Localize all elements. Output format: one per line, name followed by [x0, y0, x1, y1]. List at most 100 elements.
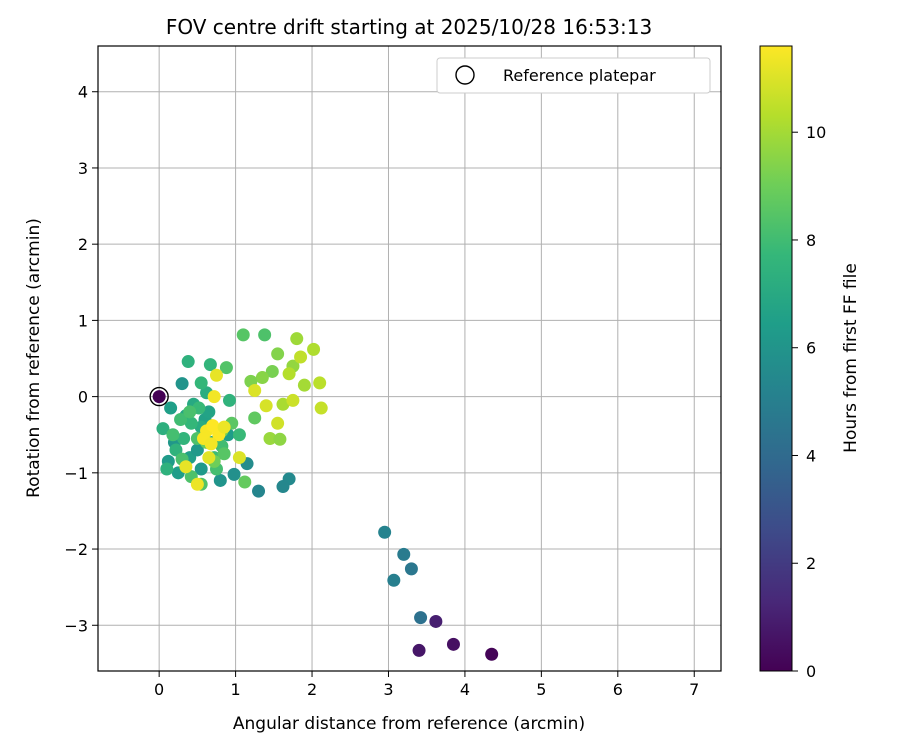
data-points	[156, 328, 499, 661]
data-point	[175, 377, 189, 391]
data-point	[273, 432, 287, 446]
data-point	[412, 643, 426, 657]
data-point	[209, 368, 223, 382]
data-point	[282, 367, 296, 381]
x-tick-label: 6	[613, 680, 623, 699]
y-tick-label: −2	[64, 540, 88, 559]
x-tick-label: 2	[307, 680, 317, 699]
data-point	[219, 361, 233, 375]
data-point	[194, 376, 208, 390]
colorbar-label: Hours from first FF file	[841, 263, 861, 453]
data-point	[217, 420, 231, 434]
data-point	[190, 477, 204, 491]
data-point	[164, 401, 178, 415]
data-point	[259, 399, 273, 413]
colorbar-tick-label: 0	[806, 662, 816, 681]
y-axis-ticks: −3 −2 −1 0 1 2 3 4	[64, 83, 98, 635]
legend-box	[436, 57, 711, 94]
data-point	[202, 451, 216, 465]
data-point	[307, 342, 321, 356]
colorbar-tick-label: 2	[806, 554, 816, 573]
data-point	[286, 393, 300, 407]
legend-reference-marker-icon	[455, 65, 475, 85]
data-point	[166, 428, 180, 442]
data-point	[238, 475, 252, 489]
colorbar-tick-label: 4	[806, 446, 816, 465]
data-point	[190, 443, 204, 457]
data-point	[485, 647, 499, 661]
y-tick-label: 2	[78, 235, 88, 254]
data-point	[222, 393, 236, 407]
data-point	[203, 358, 217, 372]
data-point	[236, 328, 250, 342]
data-point	[446, 637, 460, 651]
legend-entry-reference: Reference platepar	[503, 66, 656, 85]
data-point	[227, 467, 241, 481]
data-point	[276, 480, 290, 494]
reference-marker	[149, 386, 169, 407]
x-axis-label: Angular distance from reference (arcmin)	[233, 714, 585, 734]
colorbar-tick-label: 10	[806, 123, 826, 142]
data-point	[206, 419, 220, 433]
data-point	[314, 401, 328, 415]
x-tick-label: 1	[231, 680, 241, 699]
data-point	[265, 364, 279, 378]
data-point	[207, 390, 221, 404]
data-point	[156, 422, 170, 436]
data-point	[255, 371, 269, 385]
colorbar-gradient	[759, 45, 793, 672]
colorbar-ticks: 0 2 4 6 8 10	[792, 123, 826, 681]
y-tick-label: 1	[78, 311, 88, 330]
data-point	[248, 384, 262, 398]
y-tick-label: −3	[64, 616, 88, 635]
colorbar: 0 2 4 6 8 10 Hours from first FF file	[759, 45, 861, 681]
data-point	[258, 328, 272, 342]
data-point	[271, 347, 285, 361]
data-point	[160, 462, 174, 476]
y-tick-label: 3	[78, 159, 88, 178]
reference-ring	[149, 386, 169, 407]
data-point	[276, 397, 290, 411]
x-tick-label: 3	[383, 680, 393, 699]
data-point	[184, 416, 198, 430]
x-tick-label: 5	[536, 680, 546, 699]
data-point	[177, 432, 191, 446]
data-point	[414, 611, 428, 625]
data-point	[313, 376, 327, 390]
data-point	[181, 355, 195, 369]
data-point	[183, 405, 197, 419]
data-point	[387, 573, 401, 587]
data-point	[194, 462, 208, 476]
data-point	[404, 562, 418, 576]
data-point	[248, 411, 262, 425]
data-point	[290, 332, 304, 346]
data-point	[213, 473, 227, 487]
data-point	[378, 525, 392, 539]
plot-frame	[97, 45, 722, 672]
data-point	[232, 428, 246, 442]
y-tick-label: 0	[78, 388, 88, 407]
data-point	[217, 447, 231, 461]
x-tick-label: 7	[689, 680, 699, 699]
data-point	[263, 432, 277, 446]
data-point	[429, 614, 443, 628]
x-tick-label: 0	[154, 680, 164, 699]
colorbar-tick-label: 8	[806, 231, 816, 250]
data-point	[179, 460, 193, 474]
data-point	[169, 443, 183, 457]
x-tick-label: 4	[460, 680, 470, 699]
data-point	[397, 547, 411, 561]
legend: Reference platepar	[436, 57, 711, 94]
chart-title: FOV centre drift starting at 2025/10/28 …	[166, 15, 652, 39]
y-axis-label: Rotation from reference (arcmin)	[24, 218, 44, 498]
data-point	[174, 412, 188, 426]
data-point	[204, 437, 218, 451]
colorbar-tick-label: 6	[806, 339, 816, 358]
data-point	[271, 416, 285, 430]
reference-point	[152, 390, 166, 404]
y-tick-label: 4	[78, 83, 88, 102]
data-point	[232, 451, 246, 465]
data-point	[252, 484, 266, 498]
y-tick-label: −1	[64, 464, 88, 483]
